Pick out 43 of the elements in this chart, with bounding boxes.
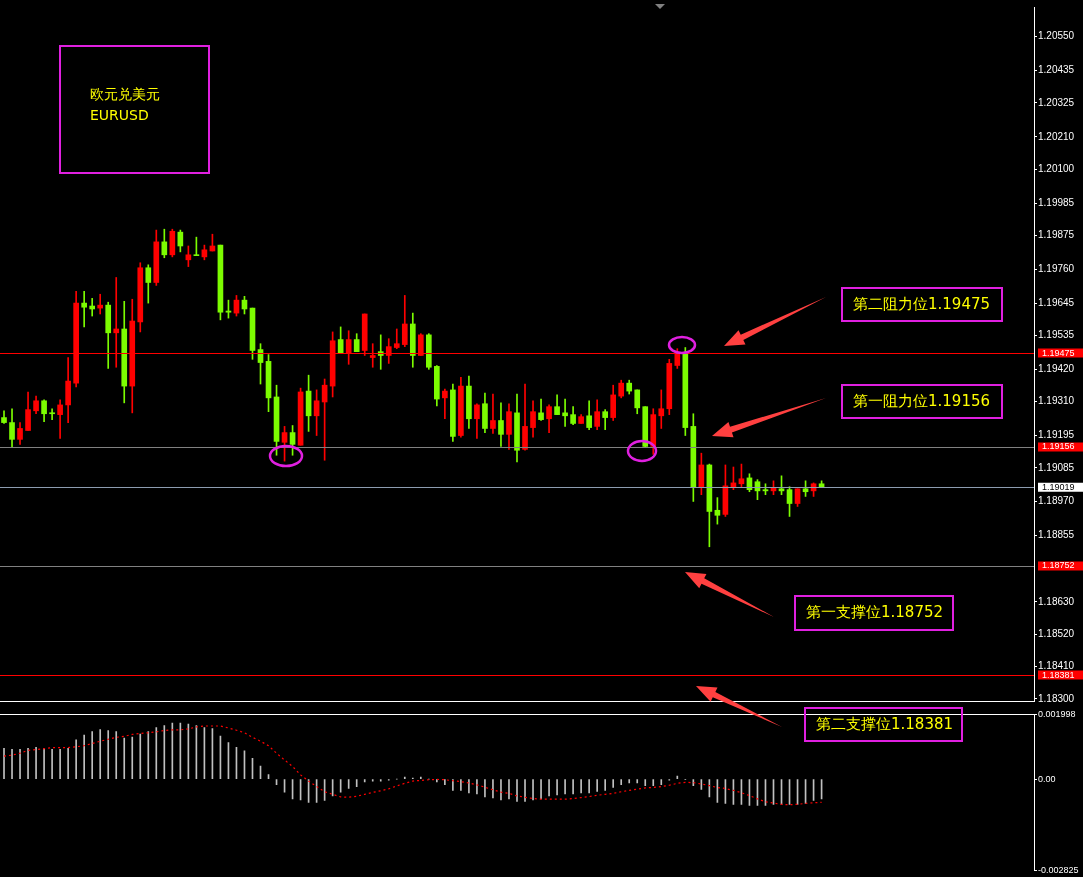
ref-line-label: 1.18381 [1042,669,1075,680]
candlestick [49,408,55,420]
y-tick-label: 1.18300 [1038,692,1075,704]
y-tick-label: 1.20210 [1038,130,1075,142]
candlestick [562,398,568,427]
y-tick-label: 1.20550 [1038,30,1075,42]
y-tick-label: 1.18970 [1038,495,1075,507]
ref-line-label: 1.18752 [1042,560,1075,571]
ref-line-label: 1.19019 [1042,481,1075,492]
y-tick-label: 1.19985 [1038,196,1075,208]
y-tick-label: 1.19310 [1038,395,1075,407]
y-tick-label: 1.20435 [1038,64,1075,76]
candlestick [89,298,96,317]
y-tick-label: 1.19535 [1038,329,1075,341]
y-tick-label: 0.00 [1038,773,1056,784]
y-tick-label: 1.19195 [1038,429,1075,441]
y-tick-label: 1.18410 [1038,660,1075,672]
text: 欧元兑美元 [90,86,160,104]
text: EURUSD [90,107,149,123]
y-tick-label: -0.002825 [1038,865,1079,876]
candlestick [490,393,496,434]
ref-line-label: 1.19475 [1042,347,1075,358]
candlestick [81,290,87,328]
y-tick-label: 1.18520 [1038,627,1075,639]
y-tick-label: 1.19760 [1038,262,1075,274]
annotation: 第二支撑位1.18381 [816,715,954,734]
candlestick [97,293,104,315]
candlestick [377,334,384,370]
candlestick [658,389,665,429]
y-tick-label: 1.19875 [1038,229,1075,241]
ref-line-label: 1.19156 [1042,441,1075,452]
y-tick-label: 1.20325 [1038,96,1075,108]
annotation: 第一阻力位1.19156 [853,392,991,411]
y-tick-label: 1.19645 [1038,296,1075,308]
y-tick-label: 1.19420 [1038,363,1075,375]
y-tick-label: 1.18855 [1038,529,1075,541]
annotation: 第二阻力位1.19475 [853,295,991,314]
candlestick [442,388,448,420]
y-tick-label: 1.19085 [1038,461,1075,473]
y-tick-label: 0.001998 [1038,708,1076,719]
annotation: 第一支撑位1.18752 [806,603,944,622]
y-tick-label: 1.20100 [1038,162,1075,174]
y-tick-label: 1.18630 [1038,595,1075,607]
